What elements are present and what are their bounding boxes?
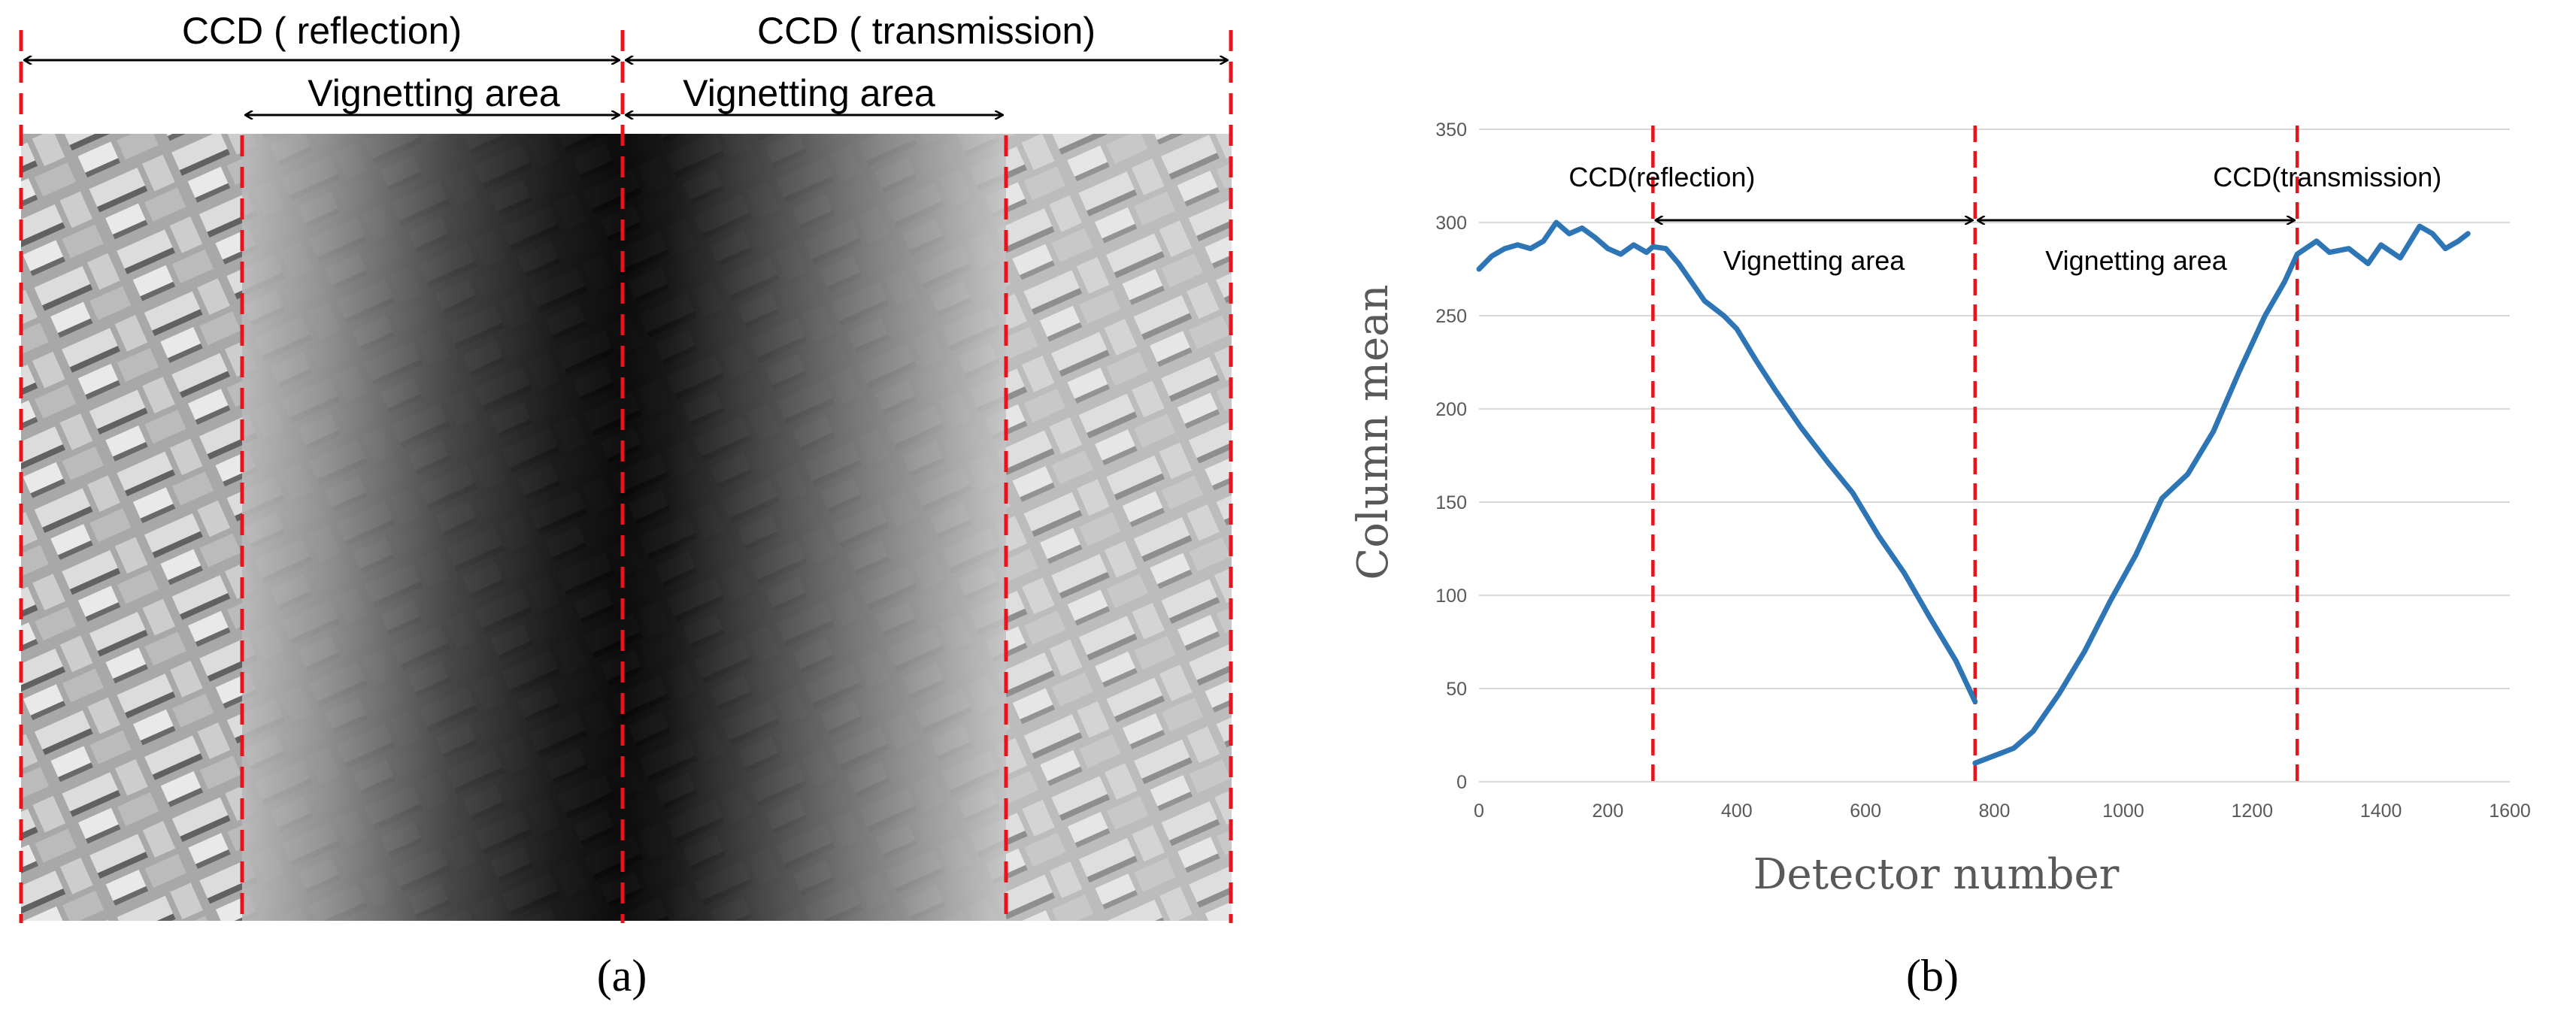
x-tick-label: 600: [1850, 801, 1881, 822]
label-ccd-transmission: CCD ( transmission): [757, 10, 1096, 52]
caption-a: (a): [597, 951, 647, 1000]
x-tick-label: 1400: [2360, 801, 2402, 822]
y-tick-label: 50: [1446, 679, 1467, 700]
y-tick-label: 100: [1435, 586, 1467, 607]
x-tick-label: 1200: [2231, 801, 2273, 822]
label-ccd-reflection: CCD(reflection): [1568, 162, 1755, 192]
caption-b: (b): [1906, 951, 1959, 1000]
x-tick-label: 0: [1474, 801, 1484, 822]
y-axis-label: Column mean: [1349, 284, 1398, 580]
y-tick-label: 250: [1435, 306, 1467, 327]
series-line-2: [1972, 223, 2471, 766]
label-vignetting-left: Vignetting area: [308, 72, 560, 114]
gridlines: [1479, 129, 2510, 782]
x-tick-labels: 0 200 400 600 800 1000 1200 1400 1600: [1474, 801, 2531, 822]
y-tick-label: 0: [1456, 772, 1467, 793]
label-vignetting-right: Vignetting area: [2045, 245, 2228, 276]
y-tick-label: 200: [1435, 399, 1467, 420]
y-tick-label: 150: [1435, 492, 1467, 513]
y-tick-labels: 0 50 100 150 200 250 300 350: [1435, 120, 1467, 793]
x-axis-label: Detector number: [1753, 850, 2120, 899]
line-series: [1476, 219, 2471, 766]
vertical-marker-lines: [1651, 126, 2299, 782]
ccd-boundary-lines: [19, 30, 1233, 923]
x-tick-label: 1000: [2102, 801, 2144, 822]
x-tick-label: 400: [1721, 801, 1753, 822]
panel-a: CCD ( reflection) CCD ( transmission) Vi…: [19, 10, 1233, 1000]
x-tick-label: 200: [1593, 801, 1624, 822]
x-tick-label: 800: [1979, 801, 2011, 822]
x-tick-label: 1600: [2489, 801, 2531, 822]
label-ccd-transmission: CCD(transmission): [2213, 162, 2441, 192]
label-ccd-reflection: CCD ( reflection): [182, 10, 462, 52]
label-vignetting-right: Vignetting area: [683, 72, 935, 114]
panel-b-chart: 0 50 100 150 200 250 300 350 0 200 400 600 800 1000 1…: [1349, 120, 2531, 1000]
series-line-1: [1476, 219, 1978, 704]
y-tick-label: 300: [1435, 213, 1467, 234]
chart-annotations: CCD(reflection) CCD(transmission) Vignetti…: [1568, 162, 2441, 276]
extent-arrows: [24, 60, 1228, 115]
y-tick-label: 350: [1435, 120, 1467, 141]
label-vignetting-left: Vignetting area: [1723, 245, 1906, 276]
satellite-image: [21, 134, 1232, 921]
